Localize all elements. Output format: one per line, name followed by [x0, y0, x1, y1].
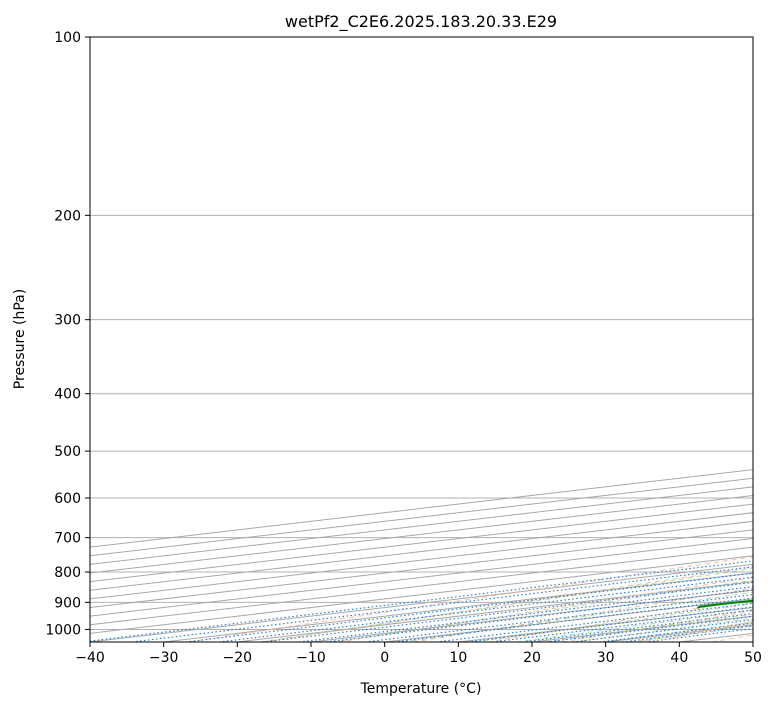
- chart-title: wetPf2_C2E6.2025.183.20.33.E29: [285, 12, 557, 32]
- y-tick-label: 700: [54, 531, 81, 547]
- moist-adiabat: [332, 579, 753, 642]
- x-tick-label: 20: [523, 650, 541, 666]
- x-axis-ticks: −40 −30 −20 −10 0 10 20 30 40 50: [75, 642, 762, 666]
- mixing-ratio-line: [436, 602, 753, 642]
- dry-adiabat: [338, 577, 753, 642]
- moist-adiabat: [260, 567, 753, 642]
- isotherm-line: [90, 503, 753, 583]
- mixing-ratio-line: [185, 572, 753, 642]
- isotherm-line: [90, 538, 753, 617]
- x-tick-label: −20: [223, 650, 253, 666]
- mixing-ratio-line: [131, 566, 753, 642]
- isotherm-line: [90, 477, 753, 557]
- x-tick-label: −10: [296, 650, 326, 666]
- y-tick-label: 200: [54, 208, 81, 224]
- y-tick-label: 500: [54, 444, 81, 460]
- y-axis-ticks: 100 200 300 400 500 600 700 800 900 1000: [45, 30, 90, 638]
- isotherm-line: [90, 512, 753, 591]
- x-axis-label: Temperature (°C): [360, 681, 482, 697]
- y-tick-label: 800: [54, 565, 81, 581]
- x-tick-label: 10: [449, 650, 467, 666]
- isotherm-line: [90, 520, 753, 600]
- mixing-ratio-line: [467, 606, 753, 642]
- plot-frame: [89, 36, 754, 643]
- background-lines: [90, 37, 753, 642]
- x-tick-label: 30: [597, 650, 615, 666]
- isotherm-line: [90, 529, 753, 609]
- mixing-ratio-line: [492, 609, 753, 642]
- x-tick-label: 40: [670, 650, 688, 666]
- isotherm-line: [90, 486, 753, 565]
- y-tick-label: 300: [54, 313, 81, 329]
- isotherm-line: [90, 469, 753, 548]
- isotherm-line: [90, 494, 753, 574]
- x-tick-label: −30: [149, 650, 179, 666]
- y-tick-label: 100: [54, 30, 81, 46]
- y-tick-label: 600: [54, 491, 81, 507]
- mixing-ratio-line: [90, 560, 753, 642]
- dry-adiabat: [188, 556, 753, 642]
- x-tick-label: −40: [75, 650, 105, 666]
- y-tick-label: 400: [54, 387, 81, 403]
- y-tick-label: 900: [54, 595, 81, 611]
- x-tick-label: 0: [380, 650, 389, 666]
- y-axis-label: Pressure (hPa): [12, 289, 28, 389]
- x-tick-label: 50: [744, 650, 762, 666]
- y-tick-label: 1000: [45, 622, 81, 638]
